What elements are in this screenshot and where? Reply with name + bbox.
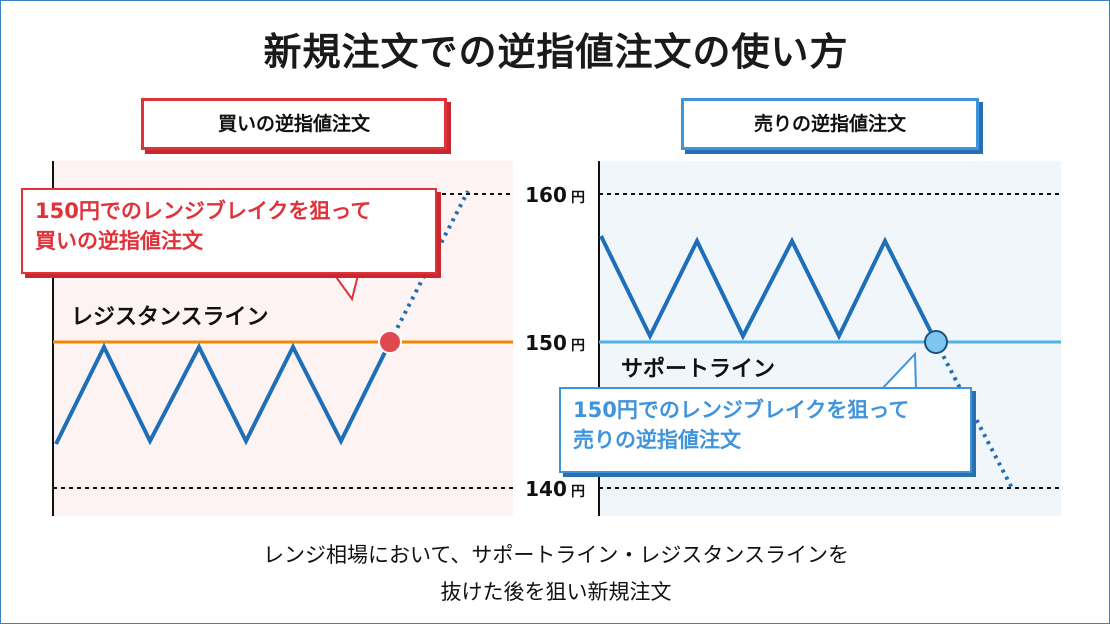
tick-140-unit: 円 [571,484,585,500]
sell-callout-line2: 売りの逆指値注文 [573,428,741,452]
buy-price-line [54,341,392,446]
sell-price-line [599,235,938,343]
buy-stop-order-label: 買いの逆指値注文 [141,98,447,150]
sell-stop-order-label: 売りの逆指値注文 [681,98,979,150]
caption-line2: 抜けた後を狙い新規注文 [440,580,672,604]
tick-160-unit: 円 [571,190,585,206]
tick-140-label: 140 [525,477,567,501]
tick-150-label: 150 [525,331,567,355]
buy-callout: 150円でのレンジブレイクを狙って 買いの逆指値注文 [21,188,437,274]
tick-160-label: 160 [525,183,567,207]
sell-callout: 150円でのレンジブレイクを狙って 売りの逆指値注文 [559,387,972,473]
page-title: 新規注文での逆指値注文の使い方 [263,30,849,74]
buy-callout-line1: 150円でのレンジブレイクを狙って [35,199,372,223]
support-line-label: サポートライン [621,357,776,382]
sell-breakout-point [924,330,948,354]
buy-breakout-point [378,330,402,354]
price-ticks: 160 円 150 円 140 円 [525,183,585,501]
sell-callout-line1: 150円でのレンジブレイクを狙って [573,398,910,422]
buy-callout-line2: 買いの逆指値注文 [35,229,203,253]
caption-line1: レンジ相場において、サポートライン・レジスタンスラインを [263,543,849,567]
tick-150-unit: 円 [571,338,585,354]
resistance-line-label: レジスタンスライン [71,305,269,330]
